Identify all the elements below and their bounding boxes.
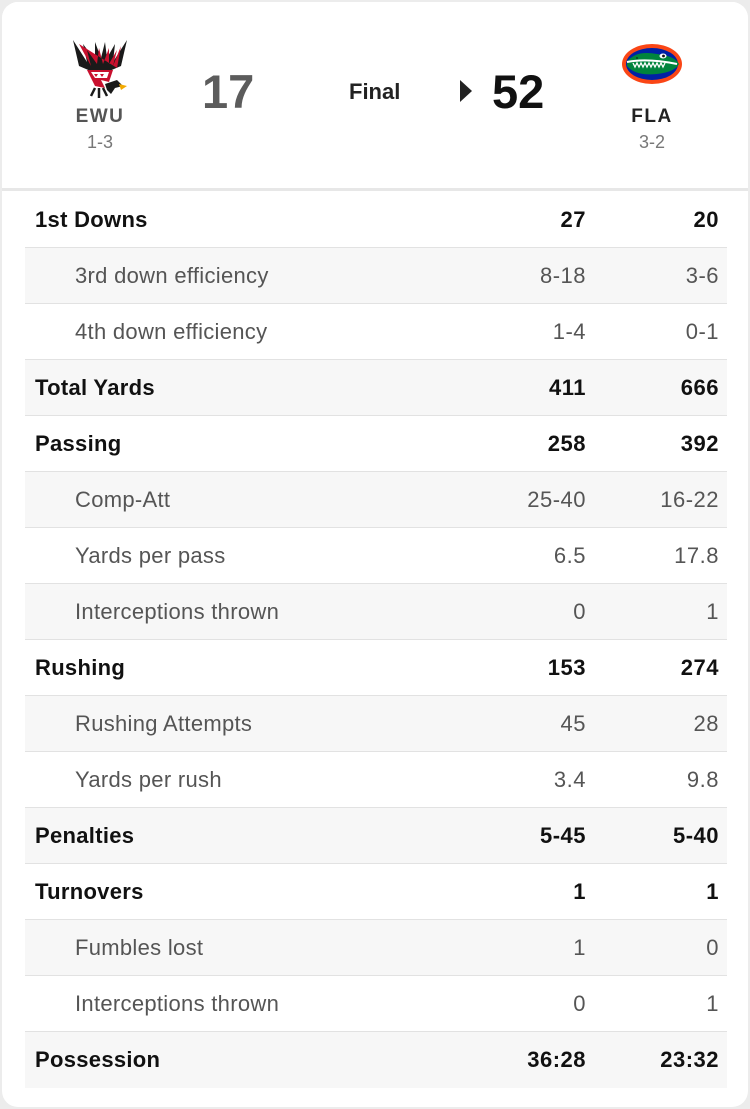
- home-team-record: 3-2: [638, 132, 665, 152]
- stat-row: 1st Downs 27 20: [25, 192, 727, 248]
- stat-label: 3rd down efficiency: [75, 262, 269, 288]
- winner-arrow-icon: [460, 80, 472, 102]
- stat-row: Yards per pass 6.5 17.8: [25, 528, 727, 584]
- stat-label: 4th down efficiency: [75, 318, 268, 344]
- away-team[interactable]: EWU 1-3: [40, 32, 160, 153]
- stat-away-value: 0: [573, 990, 586, 1016]
- away-team-record: 1-3: [86, 132, 113, 152]
- stat-row: Interceptions thrown 0 1: [25, 584, 727, 640]
- stat-home-value: 392: [680, 430, 719, 456]
- away-score: 17: [202, 65, 255, 118]
- stat-home-value: 666: [680, 374, 719, 400]
- stat-away-value: 25-40: [527, 486, 586, 512]
- stat-away-value: 411: [549, 374, 586, 400]
- stat-home-value: 23:32: [660, 1047, 719, 1072]
- stat-label: 1st Downs: [35, 206, 148, 232]
- stat-away-value: 45: [560, 710, 586, 736]
- stat-row: Possession 36:28 23:32: [25, 1032, 727, 1088]
- stat-row: Yards per rush 3.4 9.8: [25, 752, 727, 808]
- stat-row: 3rd down efficiency 8-18 3-6: [25, 248, 727, 304]
- stat-home-value: 9.8: [686, 766, 719, 792]
- stat-label: Turnovers: [35, 878, 144, 904]
- stat-away-value: 36:28: [527, 1047, 586, 1072]
- stat-label: Rushing Attempts: [75, 710, 253, 736]
- stat-label: Passing: [35, 430, 122, 456]
- stat-row: Passing 258 392: [25, 416, 727, 472]
- stat-away-value: 153: [547, 654, 586, 680]
- eagle-logo-icon: [65, 32, 135, 102]
- stat-home-value: 16-22: [660, 486, 719, 512]
- stat-home-value: 20: [693, 206, 719, 232]
- stat-row: Interceptions thrown 0 1: [25, 976, 727, 1032]
- stat-home-value: 3-6: [685, 262, 719, 288]
- stat-label: Rushing: [35, 654, 126, 680]
- stat-away-value: 8-18: [539, 262, 586, 288]
- home-team-abbr: FLA: [631, 106, 673, 127]
- home-team[interactable]: FLA 3-2: [592, 32, 712, 153]
- stat-home-value: 28: [693, 710, 719, 736]
- stat-away-value: 258: [547, 430, 586, 456]
- stat-away-value: 3.4: [553, 766, 586, 792]
- stat-home-value: 274: [680, 654, 719, 680]
- stat-away-value: 1: [573, 934, 586, 960]
- header-divider: [2, 188, 748, 191]
- scoreboard-header: EWU 1-3 17 Final 52: [2, 2, 748, 188]
- stat-home-value: 0-1: [685, 318, 719, 344]
- stat-home-value: 1: [706, 598, 719, 624]
- gator-logo-icon: [617, 32, 687, 102]
- away-team-abbr: EWU: [75, 106, 125, 127]
- stat-row: Rushing Attempts 45 28: [25, 696, 727, 752]
- stat-label: Total Yards: [35, 374, 155, 400]
- stat-label: Yards per pass: [75, 542, 226, 568]
- stat-away-value: 5-45: [539, 822, 586, 848]
- stat-row: 4th down efficiency 1-4 0-1: [25, 304, 727, 360]
- stat-label: Yards per rush: [75, 766, 222, 792]
- home-score: 52: [492, 65, 545, 118]
- stat-row: Rushing 153 274: [25, 640, 727, 696]
- stat-row: Fumbles lost 1 0: [25, 920, 727, 976]
- stat-home-value: 5-40: [672, 822, 719, 848]
- stat-row: Penalties 5-45 5-40: [25, 808, 727, 864]
- stat-home-value: 1: [706, 990, 719, 1016]
- stats-table: 1st Downs 27 20 3rd down efficiency 8-18 3-6 4…: [25, 192, 727, 1088]
- stat-label: Penalties: [35, 822, 135, 848]
- stat-label: Comp-Att: [75, 486, 171, 512]
- stat-away-value: 0: [573, 598, 586, 624]
- stat-row: Turnovers 1 1: [25, 864, 727, 920]
- stat-label: Interceptions thrown: [75, 990, 280, 1016]
- stat-away-value: 6.5: [553, 542, 586, 568]
- game-status: Final: [349, 79, 401, 104]
- stat-label: Possession: [35, 1047, 161, 1072]
- stat-row: Total Yards 411 666: [25, 360, 727, 416]
- stat-away-value: 1: [573, 878, 586, 904]
- stat-row: Comp-Att 25-40 16-22: [25, 472, 727, 528]
- stat-away-value: 27: [560, 206, 586, 232]
- stat-home-value: 17.8: [674, 542, 719, 568]
- stat-home-value: 1: [706, 878, 719, 904]
- stat-label: Fumbles lost: [75, 934, 204, 960]
- stat-away-value: 1-4: [552, 318, 586, 344]
- stat-home-value: 0: [706, 934, 719, 960]
- stat-label: Interceptions thrown: [75, 598, 280, 624]
